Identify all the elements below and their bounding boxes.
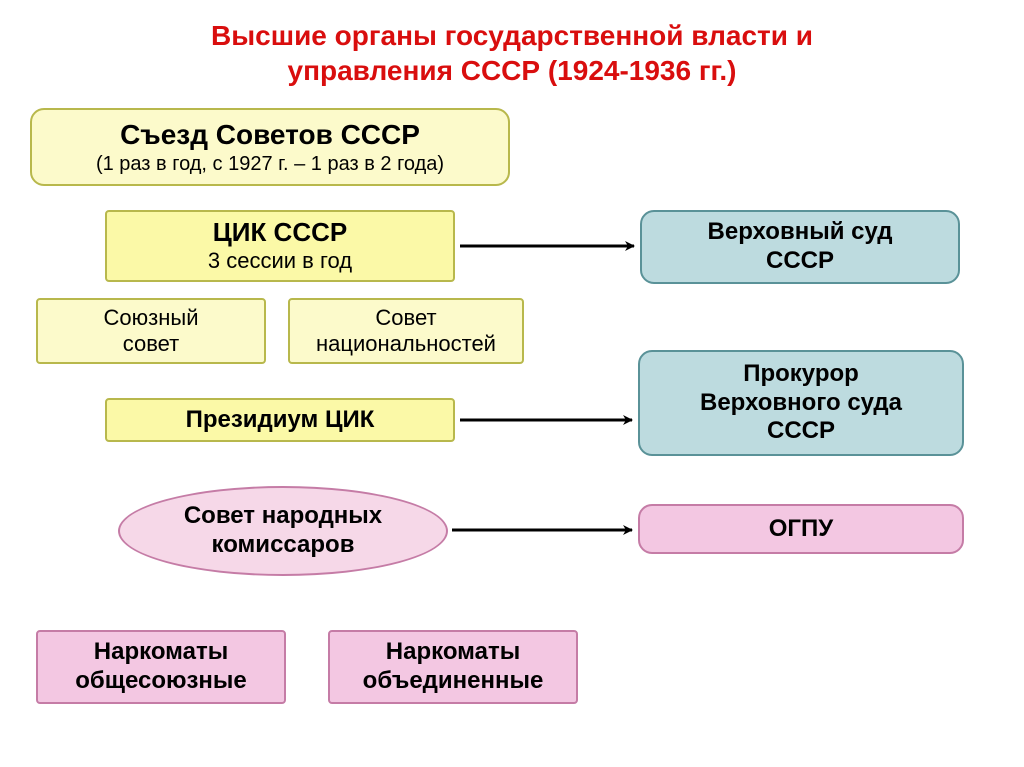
node-congress: Съезд Советов СССР (1 раз в год, с 1927 …: [30, 108, 510, 186]
title-line2: управления СССР (1924-1936 гг.): [0, 53, 1024, 88]
supreme-court-l2: СССР: [766, 247, 834, 276]
node-ogpu: ОГПУ: [638, 504, 964, 554]
cik-title: ЦИК СССР: [213, 217, 347, 248]
node-union-council: Союзный совет: [36, 298, 266, 364]
node-narkomat-unified: Наркоматы объединенные: [328, 630, 578, 704]
title-line1: Высшие органы государственной власти и: [0, 18, 1024, 53]
prosecutor-l3: СССР: [767, 417, 835, 446]
prosecutor-l1: Прокурор: [743, 360, 859, 389]
ogpu-title: ОГПУ: [769, 515, 833, 544]
congress-subtitle: (1 раз в год, с 1927 г. – 1 раз в 2 года…: [96, 152, 444, 176]
presidium-title: Президиум ЦИК: [186, 406, 375, 435]
sovnarkom-l2: комиссаров: [212, 531, 355, 560]
node-presidium: Президиум ЦИК: [105, 398, 455, 442]
supreme-court-l1: Верховный суд: [708, 218, 893, 247]
node-prosecutor: Прокурор Верховного суда СССР: [638, 350, 964, 456]
node-cik: ЦИК СССР 3 сессии в год: [105, 210, 455, 282]
nark-union-l1: Наркоматы: [94, 638, 228, 667]
diagram-title: Высшие органы государственной власти и у…: [0, 0, 1024, 88]
node-nationalities-council: Совет национальностей: [288, 298, 524, 364]
nark-union-l2: общесоюзные: [75, 667, 247, 696]
union-council-l1: Союзный: [104, 305, 199, 331]
nat-council-l2: национальностей: [316, 331, 496, 357]
congress-title: Съезд Советов СССР: [120, 118, 420, 152]
nark-unified-l2: объединенные: [363, 667, 544, 696]
sovnarkom-l1: Совет народных: [184, 502, 382, 531]
cik-subtitle: 3 сессии в год: [208, 248, 352, 274]
nark-unified-l1: Наркоматы: [386, 638, 520, 667]
nat-council-l1: Совет: [375, 305, 436, 331]
node-narkomat-union: Наркоматы общесоюзные: [36, 630, 286, 704]
node-sovnarkom: Совет народных комиссаров: [118, 486, 448, 576]
union-council-l2: совет: [123, 331, 180, 357]
prosecutor-l2: Верховного суда: [700, 389, 902, 418]
node-supreme-court: Верховный суд СССР: [640, 210, 960, 284]
